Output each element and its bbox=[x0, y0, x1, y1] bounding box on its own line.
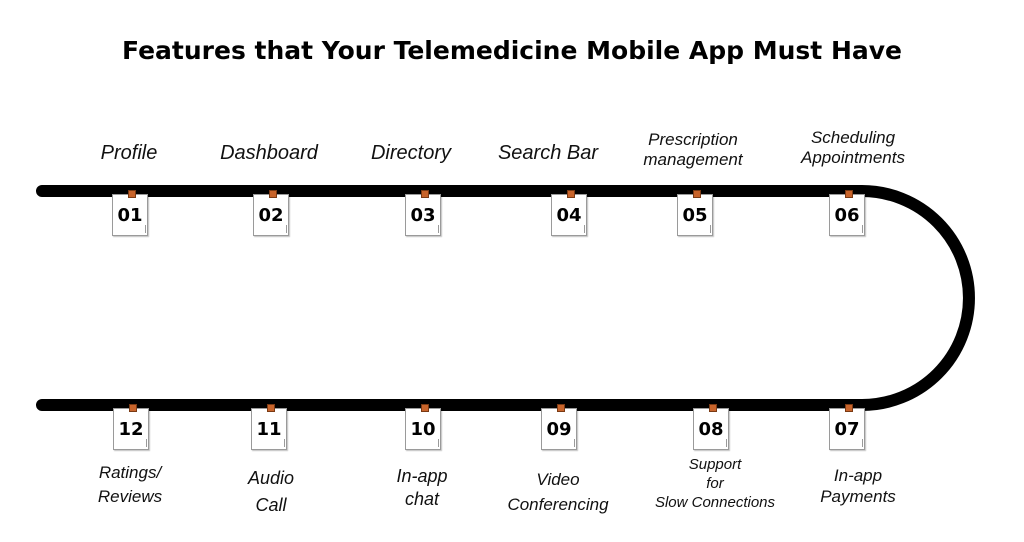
step-08-label-line: for bbox=[706, 475, 724, 492]
step-03-number: 03 bbox=[410, 205, 436, 226]
step-10-label-line: In-app bbox=[396, 466, 448, 486]
page-curl-icon bbox=[859, 439, 863, 447]
step-12-label-line: Ratings/ bbox=[98, 463, 162, 482]
pin-icon bbox=[269, 190, 277, 198]
page-curl-icon bbox=[143, 439, 147, 447]
step-07-tag: 07 bbox=[829, 404, 865, 450]
step-01-number: 01 bbox=[117, 205, 143, 226]
step-10-tag: 10 bbox=[405, 404, 441, 450]
step-10-label-line: chat bbox=[404, 489, 440, 509]
pin-icon bbox=[693, 190, 701, 198]
step-05-label-line: Prescription bbox=[648, 130, 738, 149]
step-05-label: Prescription management bbox=[593, 130, 793, 170]
step-01-label-line: Profile bbox=[100, 142, 158, 164]
step-07-number: 07 bbox=[834, 419, 860, 440]
step-06-label: Scheduling Appointments bbox=[753, 128, 953, 168]
pin-icon bbox=[421, 190, 429, 198]
pin-icon bbox=[567, 190, 575, 198]
step-05-tag: 05 bbox=[677, 190, 713, 236]
step-12-tag: 12 bbox=[113, 404, 149, 450]
step-04-tag: 04 bbox=[551, 190, 587, 236]
step-04-label: Search Bar bbox=[448, 141, 648, 165]
step-07-label: In-app Payments bbox=[758, 465, 958, 507]
pin-icon bbox=[421, 404, 429, 412]
step-02-tag: 02 bbox=[253, 190, 289, 236]
step-02-label: Dashboard bbox=[169, 141, 369, 165]
step-08-tag: 08 bbox=[693, 404, 729, 450]
step-06-tag: 06 bbox=[829, 190, 865, 236]
step-12-label: Ratings/Reviews bbox=[30, 461, 230, 509]
step-01-label: Profile bbox=[29, 141, 229, 165]
page-title: Features that Your Telemedicine Mobile A… bbox=[122, 36, 902, 65]
step-09-number: 09 bbox=[546, 419, 572, 440]
step-12-label-line: Reviews bbox=[97, 487, 163, 506]
page-curl-icon bbox=[281, 439, 285, 447]
step-02-number: 02 bbox=[258, 205, 284, 226]
pin-icon bbox=[267, 404, 275, 412]
step-01-tag: 01 bbox=[112, 190, 148, 236]
step-11-label-line: Audio bbox=[247, 468, 295, 488]
step-05-label-line: management bbox=[643, 150, 743, 169]
step-03-label-line: Directory bbox=[370, 142, 451, 164]
page-curl-icon bbox=[723, 439, 727, 447]
step-03-tag: 03 bbox=[405, 190, 441, 236]
step-02-label-line: Dashboard bbox=[220, 142, 318, 164]
step-09-tag: 09 bbox=[541, 404, 577, 450]
step-11-label-line: Call bbox=[255, 495, 287, 515]
step-06-label-line: Scheduling bbox=[810, 128, 896, 147]
step-05-number: 05 bbox=[682, 205, 708, 226]
step-03-label: Directory bbox=[311, 141, 511, 165]
step-11-tag: 11 bbox=[251, 404, 287, 450]
step-06-label-line: Appointments bbox=[801, 148, 905, 167]
step-08-label-line: Slow Connections bbox=[654, 494, 776, 511]
step-04-label-line: Search Bar bbox=[497, 142, 599, 164]
step-08-number: 08 bbox=[698, 419, 724, 440]
page-curl-icon bbox=[707, 225, 711, 233]
step-04-number: 04 bbox=[556, 205, 582, 226]
step-08-label-line: Support bbox=[688, 456, 742, 473]
pin-icon bbox=[557, 404, 565, 412]
pin-icon bbox=[845, 190, 853, 198]
page-curl-icon bbox=[435, 225, 439, 233]
step-08-label: Support for Slow Connections bbox=[615, 455, 815, 512]
step-07-label-line: In-app bbox=[833, 466, 883, 485]
page-curl-icon bbox=[859, 225, 863, 233]
step-10-number: 10 bbox=[410, 419, 436, 440]
pin-icon bbox=[709, 404, 717, 412]
page-curl-icon bbox=[571, 439, 575, 447]
step-11-label: Audio Call bbox=[171, 465, 371, 519]
pin-icon bbox=[845, 404, 853, 412]
page-curl-icon bbox=[581, 225, 585, 233]
step-09-label-line: Conferencing bbox=[507, 495, 609, 514]
step-12-number: 12 bbox=[118, 419, 144, 440]
pin-icon bbox=[128, 190, 136, 198]
page-curl-icon bbox=[142, 225, 146, 233]
step-09-label-line: Video bbox=[536, 470, 580, 489]
timeline-path bbox=[36, 185, 975, 411]
step-11-number: 11 bbox=[256, 419, 282, 440]
page-curl-icon bbox=[435, 439, 439, 447]
step-10-label: In-app chat bbox=[322, 465, 522, 511]
pin-icon bbox=[129, 404, 137, 412]
page-curl-icon bbox=[283, 225, 287, 233]
step-07-label-line: Payments bbox=[820, 487, 896, 506]
step-06-number: 06 bbox=[834, 205, 860, 226]
step-09-label: Video Conferencing bbox=[458, 467, 658, 517]
